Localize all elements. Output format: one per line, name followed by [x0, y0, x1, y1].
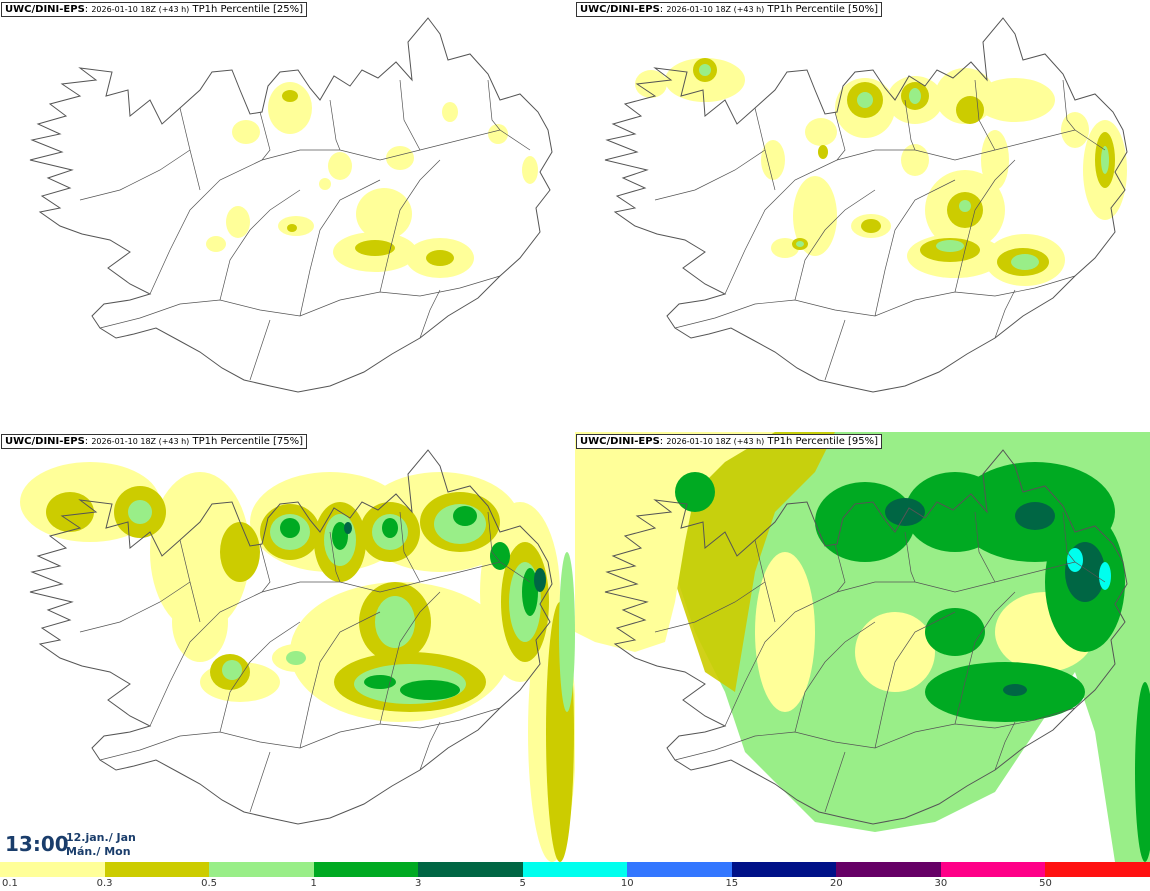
valid-time: 13:00 [5, 832, 69, 856]
colorbar-tick-label: 50 [1039, 878, 1052, 889]
map-canvas-95 [575, 432, 1150, 862]
colorbar-tick-label: 5 [519, 878, 526, 889]
panel-title: UWC/DINI-EPS: 2026-01-10 18Z (+43 h) TP1… [1, 2, 308, 17]
precip-light-areas [595, 482, 1095, 712]
map-canvas-75 [20, 449, 575, 862]
colorbar-tick-label: 0.3 [96, 878, 113, 889]
field-name: TP1h Percentile [95%] [767, 436, 879, 447]
run-info: 2026-01-10 18Z (+43 h) [666, 437, 765, 446]
map-panel-95[interactable]: UWC/DINI-EPS: 2026-01-10 18Z (+43 h) TP1… [575, 432, 1150, 862]
colorbar-tick-label: 10 [620, 878, 634, 889]
valid-weekday: Mán./ Mon [66, 845, 131, 858]
colorbar-tick-label: 0.5 [201, 878, 218, 889]
map-canvas-50 [604, 17, 1128, 393]
colorbar-tick-label: 3 [414, 878, 422, 889]
precip-moderate-areas [282, 90, 454, 266]
colorbar-segment [418, 862, 523, 877]
field-name: TP1h Percentile [25%] [192, 4, 304, 15]
colorbar-segment [313, 862, 419, 877]
run-info: 2026-01-10 18Z (+43 h) [91, 5, 190, 14]
precip-intense-areas [344, 522, 546, 592]
valid-date: 12.jan./ Jan [66, 831, 136, 844]
colorbar-tick-label: 0.1 [2, 878, 18, 889]
map-panel-25[interactable]: UWC/DINI-EPS: 2026-01-10 18Z (+43 h) TP1… [0, 0, 575, 430]
map-panel-50[interactable]: UWC/DINI-EPS: 2026-01-10 18Z (+43 h) TP1… [575, 0, 1150, 430]
precip-heavy-areas [699, 64, 1109, 270]
colorbar-tick-label: 15 [725, 878, 739, 889]
field-name: TP1h Percentile [75%] [192, 436, 304, 447]
colorbar-ticks: 0.1 0.3 0.5 1 3 5 10 15 20 30 50 [0, 877, 1150, 891]
field-name: TP1h Percentile [50%] [767, 4, 879, 15]
panel-title: UWC/DINI-EPS: 2026-01-10 18Z (+43 h) TP1… [576, 434, 883, 449]
panel-title: UWC/DINI-EPS: 2026-01-10 18Z (+43 h) TP1… [1, 434, 308, 449]
colorbar-tick-label: 1 [310, 878, 317, 889]
model-name: UWC/DINI-EPS [580, 436, 660, 447]
run-info: 2026-01-10 18Z (+43 h) [91, 437, 190, 446]
map-canvas-25 [29, 17, 553, 393]
valid-time-box: 13:00 12.jan./ Jan Mán./ Mon [0, 826, 148, 861]
colorbar-tick-label: 30 [934, 878, 948, 889]
model-name: UWC/DINI-EPS [580, 4, 660, 15]
colorbar-segment [627, 862, 732, 877]
model-name: UWC/DINI-EPS [5, 436, 85, 447]
colorbar-segment [104, 862, 210, 877]
colorbar-segment [0, 862, 105, 877]
colorbar-segment [1045, 862, 1150, 877]
panel-title: UWC/DINI-EPS: 2026-01-10 18Z (+43 h) TP1… [576, 2, 883, 17]
colorbar-tick-label: 20 [829, 878, 843, 889]
model-name: UWC/DINI-EPS [5, 4, 85, 15]
precip-colorbar [0, 862, 1150, 877]
colorbar-segment [522, 862, 628, 877]
precip-extreme-areas [1067, 548, 1111, 590]
colorbar-segment [836, 862, 941, 877]
map-panel-75[interactable]: UWC/DINI-EPS: 2026-01-10 18Z (+43 h) TP1… [0, 432, 575, 862]
colorbar-segment [731, 862, 837, 877]
run-info: 2026-01-10 18Z (+43 h) [666, 5, 765, 14]
colorbar-segment [940, 862, 1046, 877]
colorbar-segment [209, 862, 314, 877]
